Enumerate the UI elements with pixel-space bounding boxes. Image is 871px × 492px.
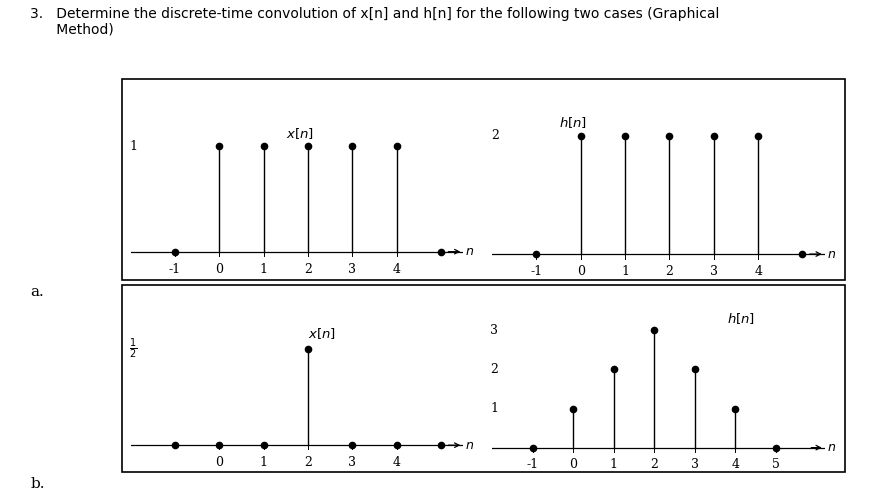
Text: $h[n]$: $h[n]$ <box>558 115 587 130</box>
Text: $n$: $n$ <box>465 439 475 452</box>
Text: $h[n]$: $h[n]$ <box>727 311 755 327</box>
Text: 4: 4 <box>393 263 401 276</box>
Text: -1: -1 <box>530 265 543 278</box>
Text: a.: a. <box>30 285 44 299</box>
Text: 0: 0 <box>215 263 223 276</box>
Text: $\frac{1}{2}$: $\frac{1}{2}$ <box>129 337 138 361</box>
Text: 4: 4 <box>732 458 739 471</box>
Text: 1: 1 <box>129 140 138 153</box>
Text: $n$: $n$ <box>465 245 475 258</box>
Text: Method): Method) <box>30 22 114 36</box>
Text: $x[n]$: $x[n]$ <box>308 326 336 341</box>
Text: 0: 0 <box>570 458 577 471</box>
Text: 4: 4 <box>393 456 401 469</box>
Text: 3: 3 <box>348 263 356 276</box>
Text: 2: 2 <box>304 263 312 276</box>
Text: 0: 0 <box>215 456 223 469</box>
Text: 1: 1 <box>490 402 498 415</box>
Text: 2: 2 <box>665 265 673 278</box>
Text: 0: 0 <box>577 265 584 278</box>
Text: 1: 1 <box>621 265 629 278</box>
Text: 3: 3 <box>348 456 356 469</box>
Text: 2: 2 <box>304 456 312 469</box>
Text: 3: 3 <box>490 324 498 337</box>
Text: 2: 2 <box>651 458 658 471</box>
Text: $n$: $n$ <box>827 441 836 454</box>
Text: 5: 5 <box>772 458 780 471</box>
Text: -1: -1 <box>169 263 181 276</box>
Text: 3: 3 <box>710 265 718 278</box>
Text: 3.   Determine the discrete-time convolution of x[n] and h[n] for the following : 3. Determine the discrete-time convoluti… <box>30 7 719 21</box>
Text: 1: 1 <box>610 458 618 471</box>
Text: 4: 4 <box>754 265 762 278</box>
Text: 3: 3 <box>691 458 699 471</box>
Text: 2: 2 <box>490 363 498 376</box>
Text: 2: 2 <box>491 129 499 142</box>
Text: 1: 1 <box>260 456 267 469</box>
Text: $n$: $n$ <box>827 247 836 261</box>
Text: b.: b. <box>30 477 45 491</box>
Text: $x[n]$: $x[n]$ <box>286 126 314 141</box>
Text: -1: -1 <box>527 458 539 471</box>
Text: 1: 1 <box>260 263 267 276</box>
